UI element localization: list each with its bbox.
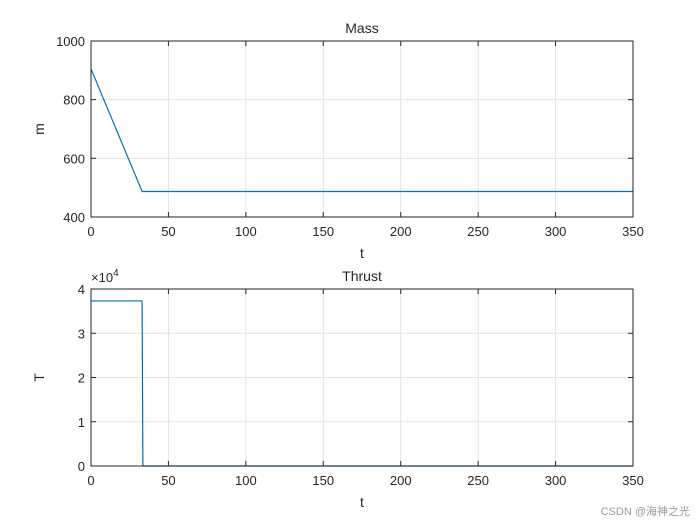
mass-xtick-label-1: 50 [161,224,175,239]
thrust-xtick-label-5: 250 [467,473,489,488]
mass-ticks: 0 50 100 150 200 250 300 350 400 600 800 1000 [56,34,644,239]
mass-axes-box [90,40,634,218]
mass-xtick-label-0: 0 [87,224,94,239]
thrust-title: Thrust [342,268,382,284]
mass-ytick-label-3: 1000 [56,34,85,49]
thrust-xtick-label-3: 150 [312,473,334,488]
thrust-exponent-label: ×104 [91,268,119,285]
thrust-xtick-label-0: 0 [87,473,94,488]
mass-xtick-label-7: 350 [622,224,644,239]
watermark: CSDN @海神之光 [600,506,690,518]
mass-xtick-label-3: 150 [312,224,334,239]
exponent-base: ×10 [91,270,113,285]
mass-title: Mass [345,20,378,36]
mass-series [90,68,633,193]
thrust-ylabel: T [31,373,47,382]
mass-xtick-label-4: 200 [390,224,412,239]
thrust-ytick-label-1: 1 [78,415,85,430]
thrust-xtick-label-4: 200 [390,473,412,488]
mass-xtick-label-6: 300 [545,224,567,239]
mass-ylabel: m [31,123,47,135]
exponent-power: 4 [113,268,119,279]
thrust-subplot: 0 50 100 150 200 250 300 350 0 1 2 3 4 Thrust t T ×1… [31,268,644,510]
thrust-ytick-label-0: 0 [78,459,85,474]
thrust-xtick-label-2: 100 [235,473,257,488]
thrust-ytick-label-2: 2 [78,371,85,386]
mass-xlabel: t [360,245,364,261]
thrust-xtick-label-1: 50 [161,473,175,488]
mass-ytick-label-1: 600 [63,151,85,166]
mass-ytick-label-0: 400 [63,210,85,225]
thrust-ticks: 0 50 100 150 200 250 300 350 0 1 2 3 4 [78,282,644,488]
mass-xtick-label-2: 100 [235,224,257,239]
thrust-xtick-label-7: 350 [622,473,644,488]
mass-ytick-label-2: 800 [63,93,85,108]
mass-xtick-label-5: 250 [467,224,489,239]
mass-series-line-0 [90,68,633,193]
thrust-ytick-label-4: 4 [78,282,85,297]
thrust-xtick-label-6: 300 [545,473,567,488]
thrust-xlabel: t [360,494,364,510]
thrust-ytick-label-3: 3 [78,326,85,341]
